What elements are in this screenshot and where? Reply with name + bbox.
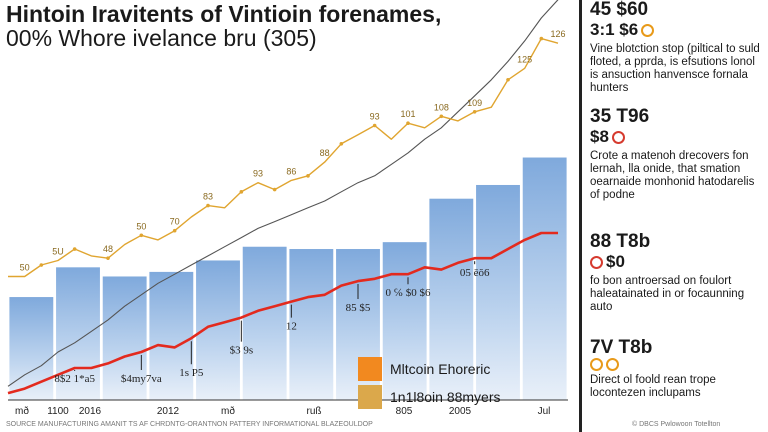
coin-icon — [590, 255, 603, 269]
data-label: 70 — [170, 217, 180, 227]
data-label: 5U — [52, 246, 64, 256]
bar — [522, 157, 567, 400]
x-tick-label: ruß — [307, 406, 322, 417]
series-point — [72, 247, 77, 251]
data-label: 93 — [253, 169, 263, 179]
annotation-label: 85 $5 — [346, 302, 371, 314]
bar — [476, 184, 520, 400]
legend-item: Mltcoin Ehoreric — [358, 356, 558, 382]
data-label: 126 — [550, 29, 565, 39]
legend-item: 1n1l8oin 88myers — [358, 384, 558, 410]
series-point — [39, 263, 44, 267]
data-label: 109 — [467, 98, 482, 108]
coin-icon — [641, 23, 655, 37]
stat-block: 7V T8b Direct ol foold rean trope locont… — [590, 338, 764, 400]
source-footnote: SOURCE MANUFACTURING AMANIT TS AF CHRDNT… — [6, 421, 373, 428]
bar — [149, 271, 194, 400]
series-point — [139, 233, 144, 238]
panel-divider — [579, 0, 582, 432]
bar — [56, 267, 100, 400]
stat-sub: $0 — [590, 252, 764, 272]
stat-value: 7V T8b — [590, 337, 653, 358]
series-point — [339, 142, 344, 146]
data-label: 101 — [400, 109, 415, 119]
x-tick-label: 2016 — [79, 406, 102, 417]
series-point — [439, 114, 444, 119]
series-point — [539, 36, 544, 41]
series-point — [472, 109, 477, 114]
stat-text: fo bon antroersad on foulort haleatainat… — [590, 275, 745, 313]
title-block: Hintoin Iravitents of Vintioin forenames… — [6, 2, 566, 50]
series-line-gold — [8, 37, 559, 278]
stat-sub: $8 — [590, 127, 764, 147]
series-point — [306, 174, 310, 178]
stat-sub-label: $0 — [606, 252, 625, 271]
x-tick-label: 805 — [396, 406, 413, 417]
coin-icon — [611, 130, 625, 144]
x-tick-label: 2012 — [157, 406, 180, 417]
stat-text: Crote a matenoh drecovers fon lernah, ll… — [590, 150, 755, 201]
series-point — [106, 256, 110, 260]
stat-sub: 3:1 $6 — [590, 20, 764, 40]
bar — [242, 246, 287, 400]
data-label: 50 — [136, 221, 146, 231]
annotation-label: 05 ēŏ6 — [460, 267, 490, 279]
stat-value: 88 T8b — [590, 231, 651, 252]
stat-sub-label: 3:1 $6 — [590, 20, 639, 39]
bar — [102, 276, 147, 400]
annotation-label: $3 9s — [230, 345, 254, 357]
stat-block: 88 T8b $0 fo bon antroersad on foulort h… — [590, 232, 764, 314]
stat-text: Direct ol foold rean trope locontezen in… — [590, 374, 716, 399]
chart-canvas: 50 5U 48 50 70 83 93 86 88 93 101 108 109 125 126 8$2 1… — [7, 0, 568, 417]
data-label: 88 — [320, 148, 330, 158]
bar — [9, 297, 54, 400]
data-label: 50 — [20, 262, 30, 272]
data-label: 93 — [370, 112, 380, 122]
annotation-label: $4my7va — [121, 373, 162, 385]
data-label: 125 — [517, 54, 532, 64]
x-tick-label: Jul — [538, 406, 551, 417]
annotation-label: 0 ℅ $0 $6 — [386, 287, 431, 299]
stat-sub — [590, 358, 764, 371]
data-label: 108 — [434, 102, 449, 112]
annotation-label: 12 — [286, 321, 297, 333]
chart-subtitle: 00% Whore ivelance bru (305) — [6, 25, 317, 51]
series-point — [372, 123, 377, 128]
bar — [429, 198, 474, 400]
legend: Mltcoin Ehoreric 1n1l8oin 88myers — [358, 356, 558, 412]
data-label: 83 — [203, 192, 213, 202]
x-tick-label: mð — [221, 405, 235, 417]
series-point — [406, 121, 410, 126]
stat-value: 45 $60 — [590, 0, 649, 20]
series-point — [272, 187, 277, 192]
data-label: 48 — [103, 244, 113, 254]
coin-icon — [606, 358, 619, 371]
series-point — [172, 228, 177, 233]
data-label: 86 — [286, 166, 296, 176]
x-tick-label: 1100 — [47, 406, 69, 417]
stat-value: 35 T96 — [590, 106, 650, 127]
series-point — [506, 77, 510, 82]
x-tick-label: 2005 — [449, 406, 472, 417]
stat-block: 35 T96 $8 Crote a matenoh drecovers fon … — [590, 107, 764, 202]
series-line-red — [7, 231, 558, 395]
series-point — [206, 203, 210, 208]
stat-text: Vine blotction stop (piltical to suld fl… — [590, 43, 760, 94]
stat-block: 45 $60 3:1 $6 Vine blotction stop (pilti… — [590, 0, 764, 95]
legend-label: Mltcoin Ehoreric — [390, 361, 491, 377]
series-point — [239, 190, 244, 194]
x-tick-label: mð — [15, 405, 29, 417]
stat-sub-label: $8 — [590, 127, 609, 146]
coin-icon — [590, 358, 603, 371]
legend-swatch — [358, 357, 382, 381]
annotation-label: 1s P5 — [179, 367, 204, 379]
sidebar-footnote: © DBCS Pwlowoon Totellton — [632, 421, 721, 428]
legend-swatch — [358, 385, 382, 409]
bar — [289, 249, 334, 400]
annotation-label: 8$2 1*a5 — [54, 373, 95, 385]
legend-label: 1n1l8oin 88myers — [390, 389, 501, 405]
series-line-trend — [7, 0, 559, 387]
chart-title: Hintoin Iravitents of Vintioin forenames… — [6, 1, 442, 27]
